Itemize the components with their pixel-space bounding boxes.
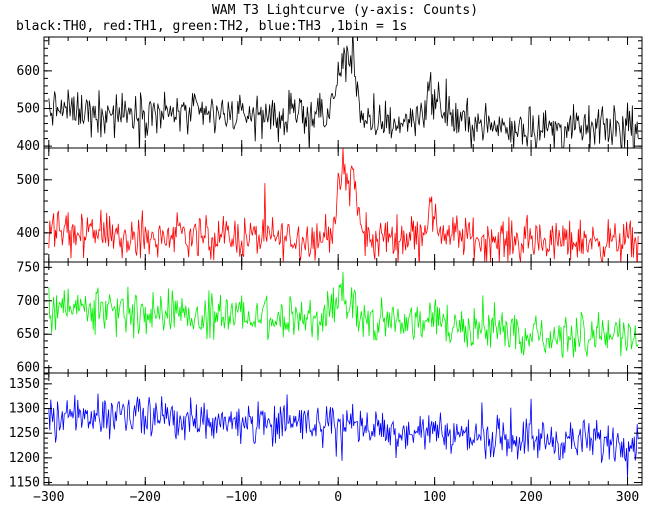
series-line-th0 xyxy=(48,37,639,148)
series-line-th2 xyxy=(48,271,639,359)
y-tick-label: 1350 xyxy=(9,377,40,392)
y-tick-label: 500 xyxy=(17,101,40,116)
y-tick-label: 600 xyxy=(17,361,40,376)
y-tick-label: 600 xyxy=(17,64,40,79)
chart-subtitle: black:TH0, red:TH1, green:TH2, blue:TH3 … xyxy=(16,19,407,34)
series-line-th1 xyxy=(48,148,639,262)
y-tick-label: 1200 xyxy=(9,451,40,466)
y-tick-label: 400 xyxy=(17,226,40,241)
y-tick-label: 1250 xyxy=(9,426,40,441)
x-tick-label: 200 xyxy=(519,490,542,505)
y-tick-label: 650 xyxy=(17,327,40,342)
y-tick-label: 1150 xyxy=(9,476,40,491)
y-tick-label: 1300 xyxy=(9,402,40,417)
x-tick-label: 100 xyxy=(423,490,446,505)
x-tick-label: −200 xyxy=(130,490,161,505)
y-tick-label: 500 xyxy=(17,173,40,188)
plot-area: 4005006004005006006507007501150120012501… xyxy=(9,36,643,505)
panel-th2: 600 650 700 750 xyxy=(17,260,643,376)
y-tick-label: 400 xyxy=(17,139,40,154)
y-tick-label: 750 xyxy=(17,260,40,275)
x-tick-label: 300 xyxy=(616,490,639,505)
panel-frame xyxy=(43,372,643,486)
x-tick-label: 0 xyxy=(334,490,342,505)
panel-th0: 400 500 600 xyxy=(17,36,643,154)
x-tick-label: −100 xyxy=(226,490,257,505)
x-tick-label: −300 xyxy=(33,490,64,505)
panel-frame xyxy=(43,147,643,263)
y-tick-label: 700 xyxy=(17,294,40,309)
panel-th3: 1150 1200 1250 1300 1350 xyxy=(9,372,643,491)
series-line-th3 xyxy=(48,393,639,478)
chart-title: WAM T3 Lightcurve (y-axis: Counts) xyxy=(212,3,478,18)
panel-th1: 400 500 xyxy=(17,147,643,263)
